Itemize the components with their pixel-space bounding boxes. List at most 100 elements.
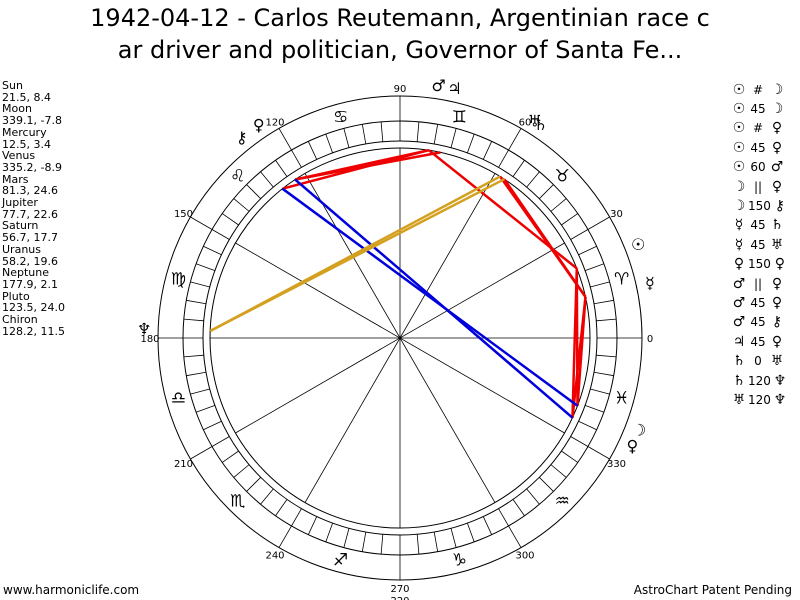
aspect-planet-1-glyph: ☉ xyxy=(732,101,746,118)
aspect-type-label: 45 xyxy=(750,295,766,310)
degree-label: 30 xyxy=(610,209,623,220)
degree-tick xyxy=(550,198,567,212)
degree-tick xyxy=(596,318,617,322)
planet-values-neptune: 177.9, 2.1 xyxy=(2,277,58,291)
degree-tick xyxy=(539,477,554,492)
degree-tick xyxy=(578,420,597,431)
degree-tick xyxy=(190,388,210,395)
aspect-line xyxy=(281,187,579,407)
degree-label: 270 xyxy=(390,584,409,595)
degree-tick xyxy=(584,263,605,271)
aspect-row: ☉ # ☽ xyxy=(730,80,789,99)
aspect-planet-1-glyph: ☿ xyxy=(734,217,744,234)
degree-label: 210 xyxy=(174,459,193,470)
degree-label: 330 xyxy=(607,459,626,470)
planet-glyph-venus: ♀ xyxy=(627,436,639,455)
aspect-line xyxy=(282,148,430,190)
aspect-row: ♄ 120 ♆ xyxy=(730,371,789,390)
planet-values-pluto: 123.5, 24.0 xyxy=(2,301,65,315)
zodiac-sign-glyph: ♊ xyxy=(452,107,467,127)
planet-glyph-neptune: ♆ xyxy=(137,320,151,339)
degree-tick xyxy=(561,450,578,463)
planet-glyph-pluto: ♀ xyxy=(253,116,265,135)
degree-tick xyxy=(203,420,222,431)
planet-values-sun: 21.5, 8.4 xyxy=(2,90,51,104)
zodiac-sign-glyph: ♑ xyxy=(452,551,467,571)
aspect-type-label: 120 xyxy=(748,373,771,388)
planet-values-venus: 335.2, -8.9 xyxy=(2,160,62,174)
degree-tick xyxy=(526,171,540,188)
aspect-planet-2-glyph: ♅ xyxy=(770,236,784,253)
degree-tick xyxy=(343,528,350,548)
zodiac-sign-glyph: ♓ xyxy=(614,388,629,408)
degree-label: 180 xyxy=(140,334,159,345)
aspect-planet-1-glyph: ♀ xyxy=(733,256,745,273)
degree-tick xyxy=(190,281,210,288)
aspect-row: ☉ 60 ♂ xyxy=(730,158,789,177)
degree-tick xyxy=(246,184,261,199)
planet-name-saturn: Saturn xyxy=(2,219,39,233)
aspect-planet-1-glyph: ☽ xyxy=(732,178,746,195)
aspect-planet-1-glyph: ☉ xyxy=(732,139,746,156)
degree-tick xyxy=(325,522,333,543)
aspect-type-label: 45 xyxy=(750,102,766,117)
aspect-planet-2-glyph: ♀ xyxy=(771,139,783,156)
planet-name-mercury: Mercury xyxy=(2,125,47,139)
degree-tick xyxy=(380,534,384,555)
degree-label: 90 xyxy=(394,84,407,95)
degree-tick xyxy=(570,229,589,240)
aspect-row: ☽ || ♀ xyxy=(730,177,789,196)
aspect-planet-2-glyph: ☽ xyxy=(770,101,784,118)
aspect-row: ☿ 45 ♄ xyxy=(730,216,789,235)
aspect-planet-1-glyph: ♃ xyxy=(732,333,746,350)
planet-name-neptune: Neptune xyxy=(2,266,50,280)
degree-tick xyxy=(593,299,614,305)
planet-name-pluto: Pluto xyxy=(2,289,30,303)
planet-glyph-uranus: ♅ xyxy=(528,111,542,130)
planet-name-jupiter: Jupiter xyxy=(2,196,38,210)
aspect-planet-2-glyph: ♄ xyxy=(770,217,784,234)
aspect-planet-1-glyph: ☉ xyxy=(732,159,746,176)
degree-tick xyxy=(433,124,439,145)
degree-tick xyxy=(233,198,250,212)
sign-boundary xyxy=(190,216,213,230)
degree-tick xyxy=(498,508,509,527)
degree-tick xyxy=(539,184,554,199)
sign-boundary xyxy=(587,216,610,230)
degree-tick xyxy=(222,213,239,226)
aspect-type-label: # xyxy=(752,82,764,97)
aspect-planet-2-glyph: ♀ xyxy=(771,294,783,311)
degree-tick xyxy=(590,281,610,288)
degree-tick xyxy=(450,128,457,148)
aspect-list: ☉ # ☽ ☉ 45 ☽ ☉ # ♀ ☉ 45 ♀ ☉ 60 ♂ ☽ || ♀ ☽ 150 ⚷ ☿ 45 ♄ ☿ 45 ♅ ♀ 150 ♀… xyxy=(730,80,789,410)
planet-glyph-chiron: ⚷ xyxy=(236,128,248,147)
aspect-line xyxy=(209,175,501,333)
zodiac-sign-glyph: ♈ xyxy=(614,270,629,290)
aspect-planet-1-glyph: ☉ xyxy=(732,81,746,98)
aspect-type-label: || xyxy=(753,276,763,291)
degree-tick xyxy=(482,516,493,535)
degree-tick xyxy=(570,436,589,447)
aspect-row: ♅ 120 ♆ xyxy=(730,390,789,409)
zodiac-sign-glyph: ♋ xyxy=(333,107,348,127)
aspect-planet-1-glyph: ♂ xyxy=(732,314,746,331)
zodiac-sign-glyph: ♍ xyxy=(171,270,186,290)
sign-boundary xyxy=(278,128,292,151)
planet-glyph-mars: ♂ xyxy=(432,76,446,95)
degree-label-extra: 220 xyxy=(390,596,409,600)
aspect-planet-2-glyph: ♅ xyxy=(770,353,784,370)
planet-name-venus: Venus xyxy=(2,149,36,163)
aspect-row: ♂ || ♀ xyxy=(730,274,789,293)
degree-tick xyxy=(275,160,288,177)
aspect-type-label: 60 xyxy=(750,160,766,175)
website-link[interactable]: www.harmoniclife.com xyxy=(3,583,140,597)
degree-tick xyxy=(584,405,605,413)
aspect-row: ♂ 45 ♀ xyxy=(730,293,789,312)
aspect-type-label: 45 xyxy=(750,315,766,330)
degree-tick xyxy=(195,405,216,413)
aspect-line xyxy=(499,175,587,298)
degree-tick xyxy=(512,160,525,177)
aspect-planet-2-glyph: ⚷ xyxy=(771,314,783,331)
aspect-planet-2-glyph: ♀ xyxy=(771,333,783,350)
aspect-planet-2-glyph: ♂ xyxy=(770,159,784,176)
